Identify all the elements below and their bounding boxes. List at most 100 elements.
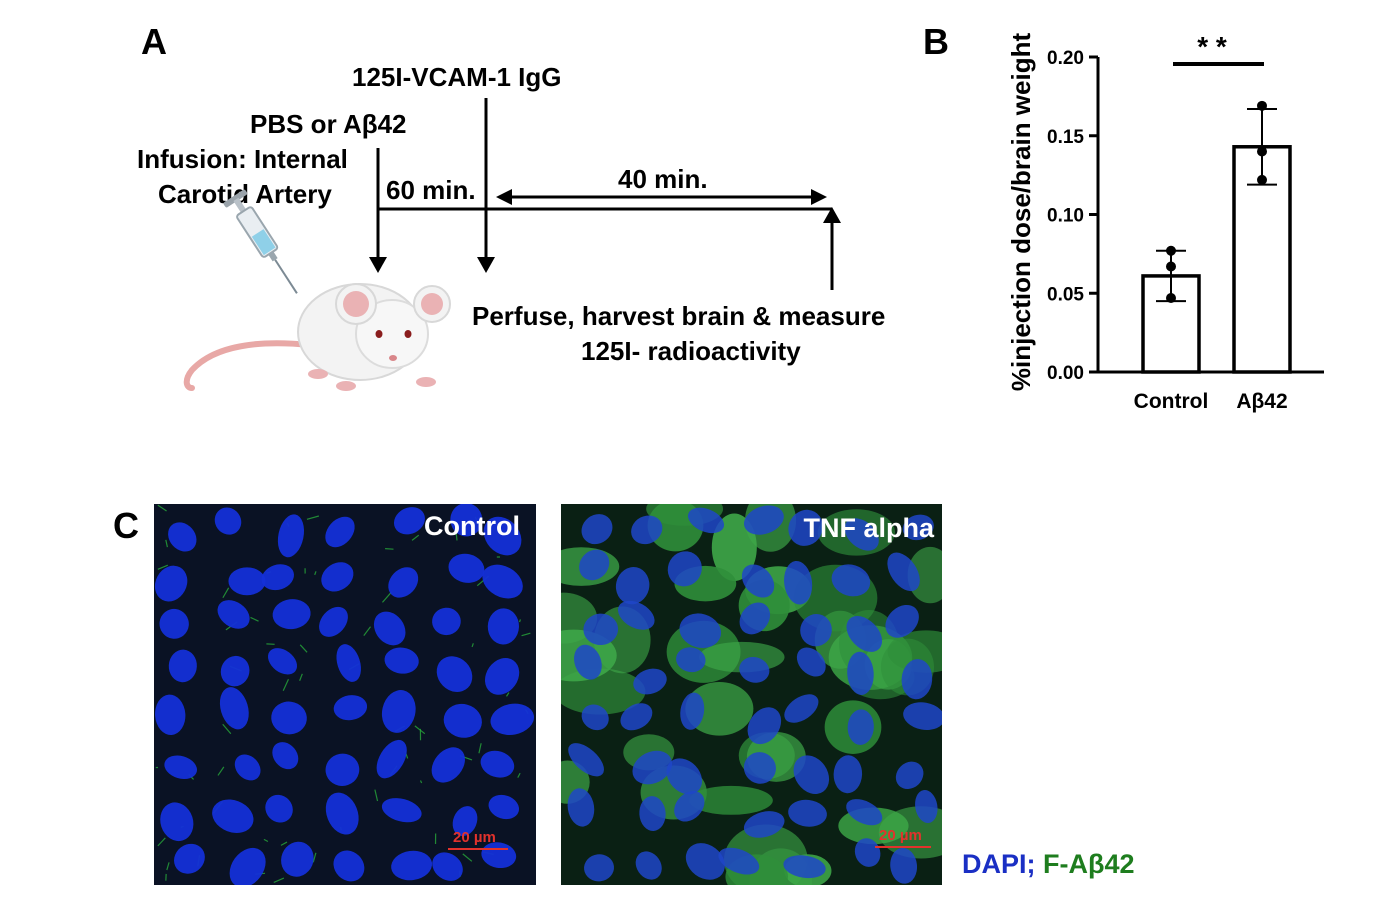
fab-fiber [217, 766, 225, 776]
fab-fiber [312, 852, 317, 863]
nucleus [615, 567, 650, 605]
nucleus [915, 789, 938, 824]
x-tick-label: Aβ42 [1236, 390, 1287, 413]
panel-letter-c: C [113, 505, 139, 546]
nucleus [743, 505, 784, 535]
nucleus [831, 564, 871, 597]
fab-stain [689, 785, 773, 815]
nucleus [281, 841, 314, 877]
nucleus [631, 515, 663, 545]
fab-fiber [222, 587, 230, 599]
fab-fiber [385, 548, 394, 550]
fab-fiber [521, 632, 531, 637]
nucleus [325, 753, 360, 786]
nucleus [219, 687, 249, 730]
nucleus [168, 522, 197, 552]
panel-letter-b: B [923, 21, 949, 62]
nucleus [391, 850, 433, 881]
y-tick-label: 0.15 [1047, 127, 1084, 148]
nucleus [155, 694, 186, 735]
micrograph-control: Control 20 µm [154, 504, 536, 885]
fab-fiber [314, 571, 317, 576]
tracer-label: 125I-VCAM-1 IgG [352, 62, 562, 92]
nucleus [321, 562, 354, 592]
nucleus [685, 843, 725, 880]
fab-fiber [222, 723, 232, 735]
nucleus [217, 600, 250, 629]
nucleus [784, 560, 813, 605]
fab-fiber [419, 780, 423, 784]
nucleus [783, 855, 826, 879]
data-point [1257, 174, 1267, 185]
fab-fiber [411, 534, 420, 541]
nucleus [676, 647, 706, 673]
fab-fiber [306, 515, 320, 520]
nucleus [667, 551, 702, 587]
fab-fiber [280, 841, 288, 846]
nucleus [584, 854, 615, 882]
nucleus [431, 747, 465, 783]
nucleus [635, 851, 662, 880]
legend-dapi: DAPI [962, 849, 1027, 879]
nucleus [384, 647, 419, 674]
nucleus [393, 507, 425, 535]
infusion-label-line1: Infusion: Internal [137, 144, 348, 174]
mouse-icon [183, 283, 451, 391]
nucleus [847, 651, 874, 695]
nucleus [784, 694, 819, 723]
nucleus [583, 613, 619, 646]
fab-fiber [381, 591, 393, 603]
panel-letter-a: A [141, 21, 167, 62]
interval-40-label: 40 min. [618, 164, 708, 194]
legend-separator: ; [1026, 849, 1036, 879]
nucleus [373, 611, 406, 646]
fab-fiber [478, 743, 482, 754]
data-point [1257, 146, 1267, 157]
nucleus [228, 567, 266, 596]
fab-fiber [157, 564, 169, 570]
stain-legend: DAPI; F-Aβ42 [962, 851, 1135, 878]
fab-fiber [250, 616, 259, 622]
interval-60-label: 60 min. [386, 175, 476, 205]
nucleus [381, 798, 422, 823]
fab-fiber [273, 877, 285, 883]
fab-fiber [166, 862, 170, 871]
nucleus [579, 549, 610, 581]
y-tick-label: 0.20 [1047, 48, 1084, 69]
nucleus [846, 616, 883, 652]
nucleus [680, 692, 705, 730]
nucleus [890, 847, 918, 884]
nucleus [743, 752, 776, 784]
nucleus [436, 656, 473, 692]
fab-fiber [282, 678, 290, 691]
nucleus [718, 847, 760, 875]
nucleus [846, 799, 883, 826]
nucleus [234, 754, 261, 781]
fab-fiber [471, 643, 474, 648]
micrograph-tnf: TNF alpha 20 µm [561, 504, 942, 885]
nucleus [666, 758, 703, 795]
fab-fiber [299, 673, 303, 681]
fab-fiber [517, 772, 521, 778]
nucleus [739, 602, 771, 635]
nucleus [220, 655, 250, 687]
nucleus [568, 743, 604, 777]
nucleus [639, 796, 666, 832]
data-point [1166, 292, 1176, 303]
nucleus [574, 644, 602, 680]
micrograph-control-image [154, 504, 536, 885]
nucleus [847, 709, 874, 745]
nucleus [271, 701, 307, 735]
significance-stars: * * [1197, 31, 1227, 62]
syringe-icon [223, 189, 298, 294]
fab-fiber [462, 853, 473, 862]
bar-chart: 0.00 0.05 0.10 0.15 0.20 %injection dose/brai… [1006, 31, 1324, 413]
nucleus [800, 614, 832, 647]
nucleus [376, 739, 407, 779]
nucleus [336, 644, 361, 682]
treatment-label: PBS or Aβ42 [250, 109, 407, 139]
legend-fab: F-Aβ42 [1043, 849, 1135, 879]
nucleus [325, 516, 355, 548]
fab-stain [711, 513, 757, 582]
nucleus [854, 838, 881, 867]
